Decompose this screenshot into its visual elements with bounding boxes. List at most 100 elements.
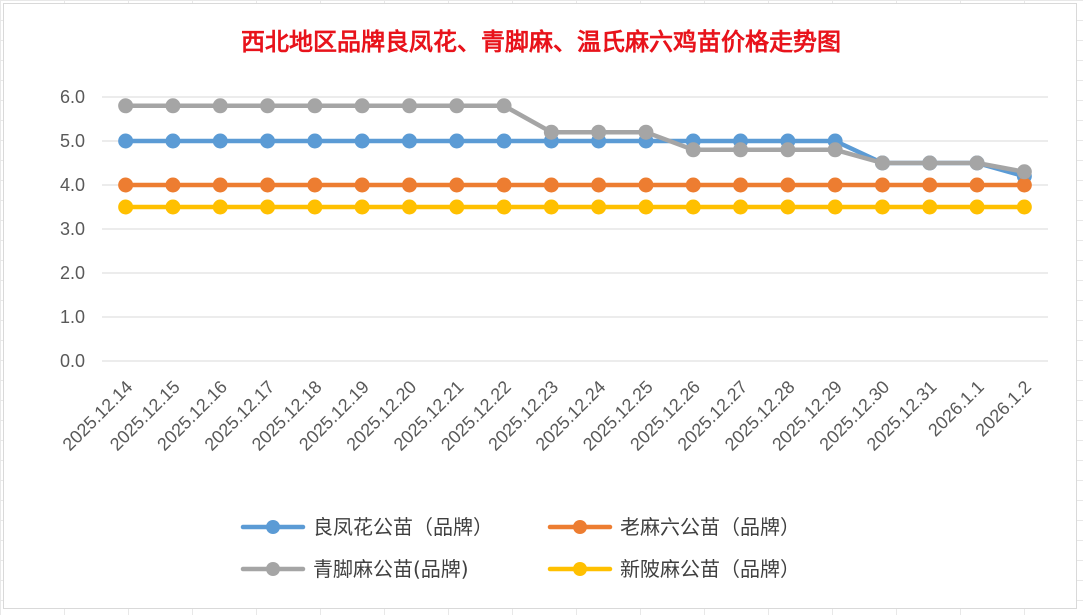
data-point: [307, 133, 323, 149]
data-point: [922, 177, 938, 193]
y-axis-ticks: 0.0 1.0 2.0 3.0 4.0 5.0 6.0: [60, 87, 85, 371]
legend-item: 老麻六公苗（品牌）: [547, 515, 800, 539]
grid-lines: [102, 96, 1048, 362]
y-tick-label: 4.0: [60, 175, 85, 195]
data-point: [165, 199, 181, 215]
legend-item: 良凤花公苗（品牌）: [240, 515, 493, 539]
series-lines: [118, 98, 1032, 215]
data-point: [1016, 177, 1032, 193]
data-point: [354, 133, 370, 149]
x-axis-ticks: 2025.12.142025.12.152025.12.162025.12.17…: [59, 377, 1036, 455]
legend-swatch-marker: [266, 520, 280, 534]
data-point: [496, 177, 512, 193]
y-tick-label: 1.0: [60, 307, 85, 327]
legend-label: 青脚麻公苗(品牌): [313, 557, 469, 581]
data-point: [165, 177, 181, 193]
data-point: [1016, 199, 1032, 215]
data-point: [496, 133, 512, 149]
data-point: [118, 199, 134, 215]
data-point: [212, 199, 228, 215]
data-point: [591, 199, 607, 215]
data-point: [685, 142, 701, 158]
data-point: [543, 199, 559, 215]
data-point: [638, 124, 654, 140]
legend: 良凤花公苗（品牌） 老麻六公苗（品牌） 青脚麻公苗(品牌) 新陂麻公苗（品牌）: [240, 515, 800, 581]
data-point: [780, 199, 796, 215]
data-point: [780, 177, 796, 193]
data-point: [307, 98, 323, 114]
data-point: [543, 177, 559, 193]
data-point: [212, 98, 228, 114]
data-point: [449, 199, 465, 215]
y-tick-label: 0.0: [60, 351, 85, 371]
legend-swatch-marker: [573, 520, 587, 534]
data-point: [496, 199, 512, 215]
data-point: [165, 98, 181, 114]
y-tick-label: 3.0: [60, 219, 85, 239]
data-point: [733, 142, 749, 158]
data-point: [401, 177, 417, 193]
data-point: [685, 177, 701, 193]
data-point: [685, 199, 701, 215]
data-point: [827, 142, 843, 158]
data-point: [638, 199, 654, 215]
data-point: [354, 177, 370, 193]
data-point: [449, 177, 465, 193]
data-point: [212, 177, 228, 193]
data-point: [307, 199, 323, 215]
data-point: [591, 177, 607, 193]
data-point: [733, 199, 749, 215]
data-point: [401, 133, 417, 149]
data-point: [260, 199, 276, 215]
data-point: [922, 155, 938, 171]
series-3: [118, 199, 1032, 215]
data-point: [118, 177, 134, 193]
y-tick-label: 6.0: [60, 87, 85, 107]
legend-item: 青脚麻公苗(品牌): [240, 557, 469, 581]
data-point: [733, 177, 749, 193]
data-point: [496, 98, 512, 114]
data-point: [449, 133, 465, 149]
data-point: [543, 124, 559, 140]
data-point: [307, 177, 323, 193]
series-1: [118, 177, 1032, 193]
y-tick-label: 5.0: [60, 131, 85, 151]
data-point: [449, 98, 465, 114]
y-tick-label: 2.0: [60, 263, 85, 283]
data-point: [401, 199, 417, 215]
legend-item: 新陂麻公苗（品牌）: [547, 557, 800, 581]
data-point: [827, 177, 843, 193]
series-line: [123, 138, 1027, 179]
chart-title: 西北地区品牌良凤花、青脚麻、温氏麻六鸡苗价格走势图: [241, 27, 841, 56]
data-point: [922, 199, 938, 215]
data-point: [591, 124, 607, 140]
legend-label: 新陂麻公苗（品牌）: [620, 557, 800, 581]
data-point: [874, 177, 890, 193]
data-point: [354, 199, 370, 215]
data-point: [212, 133, 228, 149]
legend-swatch-marker: [266, 562, 280, 576]
data-point: [165, 133, 181, 149]
data-point: [969, 177, 985, 193]
data-point: [638, 177, 654, 193]
data-point: [1016, 164, 1032, 180]
data-point: [260, 177, 276, 193]
legend-label: 良凤花公苗（品牌）: [313, 515, 493, 539]
data-point: [260, 98, 276, 114]
data-point: [118, 133, 134, 149]
data-point: [874, 199, 890, 215]
data-point: [780, 142, 796, 158]
data-point: [969, 155, 985, 171]
data-point: [401, 98, 417, 114]
series-2: [118, 98, 1032, 180]
data-point: [260, 133, 276, 149]
data-point: [874, 155, 890, 171]
legend-swatch-marker: [573, 562, 587, 576]
legend-label: 老麻六公苗（品牌）: [620, 515, 800, 539]
data-point: [118, 98, 134, 114]
data-point: [827, 199, 843, 215]
data-point: [969, 199, 985, 215]
series-line: [123, 103, 1027, 175]
data-point: [354, 98, 370, 114]
